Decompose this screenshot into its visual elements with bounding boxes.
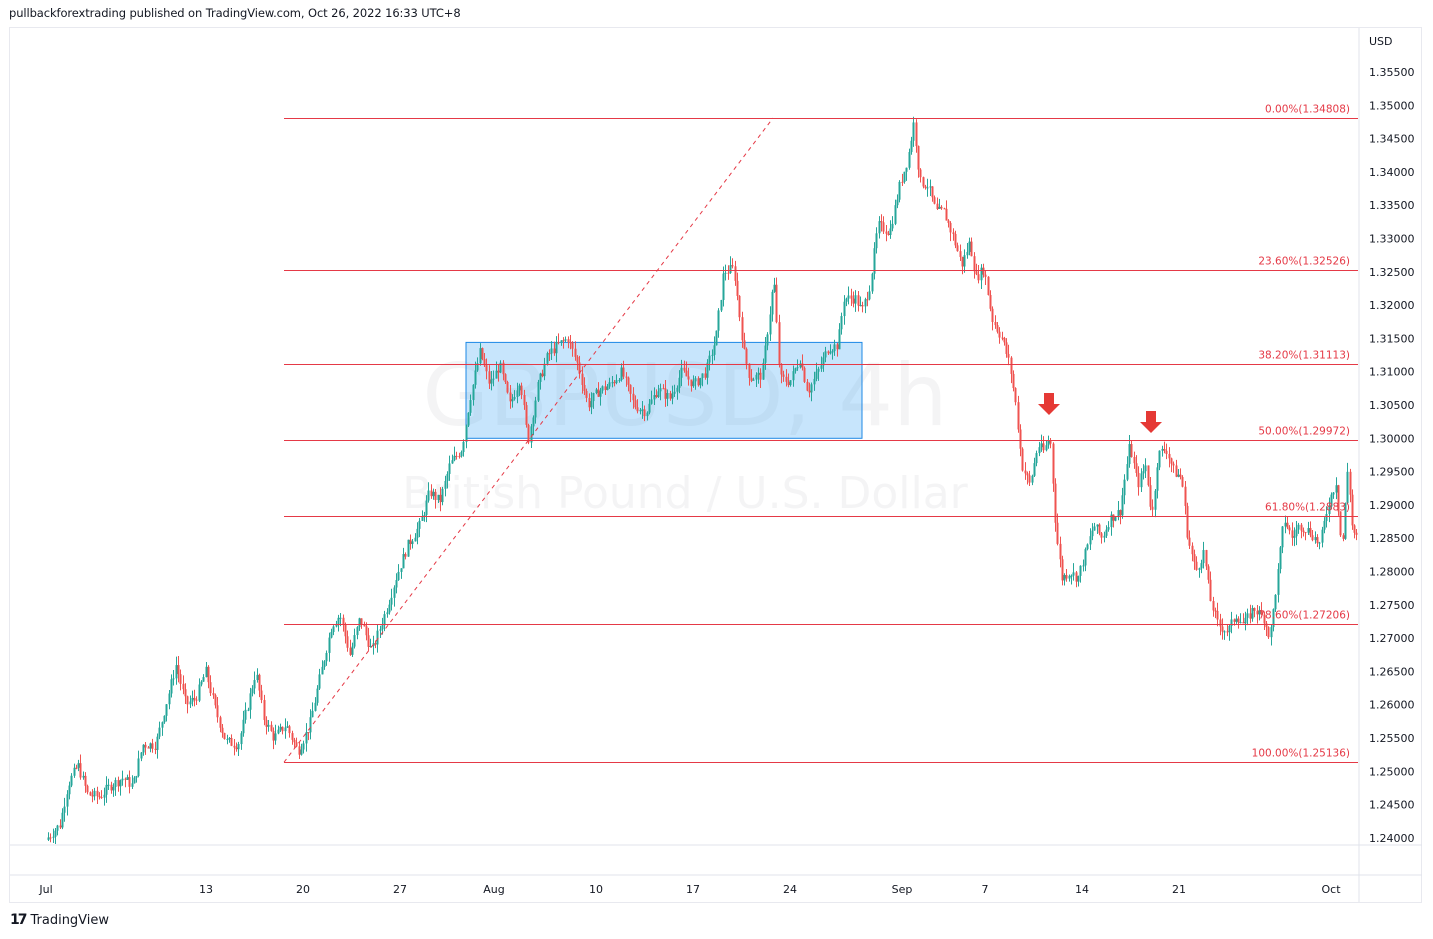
fib-level-label: 23.60%(1.32526) bbox=[1258, 256, 1350, 268]
range-rectangle[interactable] bbox=[465, 341, 863, 439]
fibonacci-retracement[interactable]: 0.00%(1.34808) 23.60%(1.32526) 38.20%(1.31… bbox=[283, 104, 1358, 763]
time-tick: 13 bbox=[199, 883, 213, 896]
time-tick: 27 bbox=[393, 883, 407, 896]
price-tick: 1.26500 bbox=[1369, 665, 1415, 678]
fib-trend-line[interactable] bbox=[283, 117, 774, 763]
price-tick: 1.35000 bbox=[1369, 99, 1415, 112]
price-tick: 1.28500 bbox=[1369, 532, 1415, 545]
price-tick: 1.29500 bbox=[1369, 466, 1415, 479]
tradingview-logo-icon: 17 bbox=[10, 912, 28, 928]
time-tick: 7 bbox=[982, 883, 989, 896]
watermark-description: British Pound / U.S. Dollar bbox=[402, 468, 968, 519]
chart-frame bbox=[9, 27, 1422, 903]
time-tick: Aug bbox=[483, 883, 504, 896]
price-tick: 1.26000 bbox=[1369, 699, 1415, 712]
fib-level-label: 78.60%(1.27206) bbox=[1258, 610, 1350, 622]
arrow-down-icon[interactable] bbox=[1140, 410, 1162, 433]
price-tick: 1.30500 bbox=[1369, 399, 1415, 412]
price-tick: 1.33500 bbox=[1369, 199, 1415, 212]
time-tick: 10 bbox=[589, 883, 603, 896]
fib-level-label: 61.80%(1.2883) bbox=[1265, 502, 1350, 514]
price-tick: 1.32000 bbox=[1369, 299, 1415, 312]
price-tick: 1.32500 bbox=[1369, 266, 1415, 279]
fib-level-label: 100.00%(1.25136) bbox=[1252, 748, 1350, 760]
price-tick: 1.31500 bbox=[1369, 332, 1415, 345]
price-tick: 1.25000 bbox=[1369, 765, 1415, 778]
time-tick: 14 bbox=[1075, 883, 1089, 896]
price-tick: 1.34500 bbox=[1369, 133, 1415, 146]
brand-name: TradingView bbox=[30, 912, 110, 928]
price-tick: 1.30000 bbox=[1369, 432, 1415, 445]
time-tick: Oct bbox=[1321, 883, 1341, 896]
currency-label: USD bbox=[1369, 35, 1393, 48]
time-axis[interactable]: Jul 13 20 27 Aug 10 17 24 Sep 7 14 21 Oct bbox=[38, 883, 1341, 896]
consolidation-range-box[interactable] bbox=[465, 341, 863, 439]
time-tick: Jul bbox=[38, 883, 52, 896]
price-axis[interactable]: USD 1.35500 1.35000 1.34500 1.34000 1.33500 1.… bbox=[10, 28, 1422, 902]
time-tick: 21 bbox=[1172, 883, 1186, 896]
fib-level-label: 0.00%(1.34808) bbox=[1265, 104, 1350, 116]
price-tick: 1.28000 bbox=[1369, 566, 1415, 579]
price-tick: 1.24000 bbox=[1369, 832, 1415, 845]
arrow-markers[interactable] bbox=[1038, 392, 1162, 433]
price-tick: 1.34000 bbox=[1369, 166, 1415, 179]
price-tick: 1.31000 bbox=[1369, 366, 1415, 379]
price-tick: 1.24500 bbox=[1369, 799, 1415, 812]
price-tick: 1.35500 bbox=[1369, 66, 1415, 79]
candles bbox=[47, 116, 1358, 845]
price-tick: 1.33000 bbox=[1369, 233, 1415, 246]
time-tick: 20 bbox=[296, 883, 310, 896]
arrow-down-icon[interactable] bbox=[1038, 392, 1060, 415]
time-tick: 24 bbox=[783, 883, 797, 896]
fib-level-label: 50.00%(1.29972) bbox=[1258, 426, 1350, 438]
price-tick: 1.27000 bbox=[1369, 632, 1415, 645]
price-tick: 1.25500 bbox=[1369, 732, 1415, 745]
time-tick: Sep bbox=[892, 883, 913, 896]
fib-level-label: 38.20%(1.31113) bbox=[1258, 350, 1350, 362]
time-tick: 17 bbox=[686, 883, 700, 896]
publish-info: pullbackforextrading published on Tradin… bbox=[9, 6, 461, 20]
price-tick: 1.27500 bbox=[1369, 599, 1415, 612]
footer: 17 TradingView bbox=[10, 912, 109, 928]
price-tick: 1.29000 bbox=[1369, 499, 1415, 512]
